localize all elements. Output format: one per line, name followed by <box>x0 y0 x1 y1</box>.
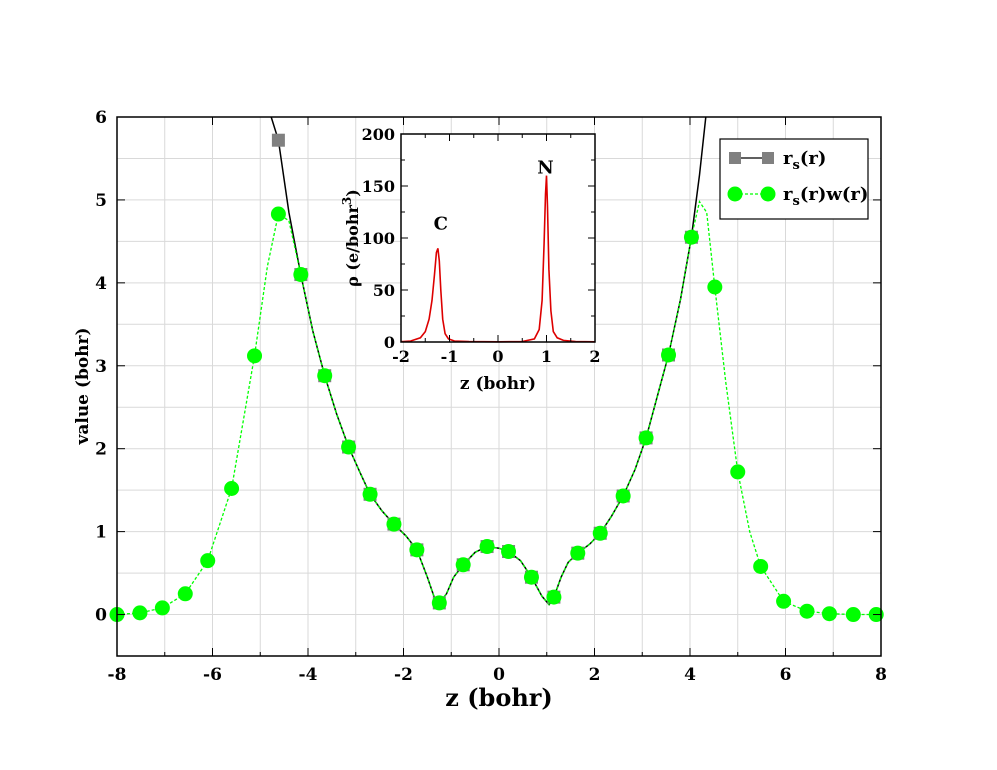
rsw-point <box>845 607 861 623</box>
y-tick-label: 4 <box>95 274 107 294</box>
rsw-point <box>431 595 447 611</box>
rsw-point <box>409 542 425 558</box>
rsw-point <box>615 488 631 504</box>
inset-y-axis-label: ρ (e/bohr3) <box>340 189 362 287</box>
rsw-point <box>570 545 586 561</box>
x-tick-label: 4 <box>684 665 696 685</box>
atom-label: N <box>537 158 553 179</box>
atom-label: C <box>434 214 448 235</box>
main-y-axis-label: value (bohr) <box>73 327 93 445</box>
main-markers <box>109 133 884 623</box>
rsw-point <box>592 525 608 541</box>
y-tick-label: 6 <box>95 108 107 128</box>
rsw-point <box>317 368 333 384</box>
inset-y-tick-label: 150 <box>362 177 395 196</box>
x-tick-label: -6 <box>203 665 222 685</box>
y-tick-label: 5 <box>95 191 107 211</box>
x-tick-label: 2 <box>589 665 601 685</box>
inset-tick-labels: -2 -1 0 1 2 0 50 100 150 200 <box>362 125 601 366</box>
rsw-point <box>224 480 240 496</box>
legend-box <box>719 138 869 220</box>
rsw-point <box>154 600 170 616</box>
inset-y-tick-label: 50 <box>373 281 395 300</box>
x-tick-label: 6 <box>780 665 792 685</box>
rsw-point <box>341 439 357 455</box>
inset-x-tick-label: -1 <box>441 347 459 366</box>
inset-x-tick-label: 1 <box>541 347 552 366</box>
rsw-point <box>753 558 769 574</box>
rsw-point <box>455 557 471 573</box>
rsw-point <box>386 516 402 532</box>
rsw-point <box>821 606 837 622</box>
y-tick-label: 1 <box>95 523 107 543</box>
inset-ticks <box>400 133 596 343</box>
rsw-point <box>730 464 746 480</box>
legend-entry-rsw: rs(r)w(r) <box>727 184 868 209</box>
rsw-point <box>270 206 286 222</box>
legend-rs-label: rs(r) <box>783 148 826 173</box>
x-tick-label: -2 <box>394 665 413 685</box>
rsw-point <box>293 267 309 283</box>
inset-y-tick-label: 0 <box>384 333 395 352</box>
y-tick-label: 2 <box>95 440 107 460</box>
x-tick-label: -4 <box>299 665 318 685</box>
rsw-point <box>247 348 263 364</box>
legend-rsw-marker-left <box>727 186 743 202</box>
x-tick-label: 0 <box>493 665 505 685</box>
main-x-axis-label: z (bohr) <box>445 683 553 712</box>
inset-y-tick-label: 200 <box>362 125 395 144</box>
rsw-point <box>362 486 378 502</box>
rsw-point <box>707 279 723 295</box>
x-tick-label: 8 <box>875 665 887 685</box>
main-ticks <box>116 116 882 656</box>
y-tick-label: 0 <box>95 606 107 626</box>
legend: rs(r) rs(r)w(r) <box>719 138 869 220</box>
rsw-point <box>501 544 517 560</box>
legend-rsw-label: rs(r)w(r) <box>783 184 868 209</box>
rsw-point <box>177 586 193 602</box>
rs-point <box>271 133 285 147</box>
rsw-point <box>683 229 699 245</box>
legend-rsw-marker-right <box>760 186 776 202</box>
rsw-point <box>200 553 216 569</box>
inset-x-tick-label: -2 <box>392 347 410 366</box>
rsw-point <box>132 605 148 621</box>
inset-x-axis-label: z (bohr) <box>460 374 536 394</box>
rsw-point <box>776 593 792 609</box>
inset-y-tick-label: 100 <box>362 229 395 248</box>
x-tick-label: -8 <box>108 665 127 685</box>
inset-annotations: CN <box>434 158 554 235</box>
inset-x-tick-label: 2 <box>589 347 600 366</box>
rsw-point <box>661 347 677 363</box>
legend-rs-marker-left <box>729 152 741 164</box>
rsw-point <box>799 603 815 619</box>
legend-rs-marker-right <box>762 152 774 164</box>
legend-entry-rs: rs(r) <box>729 148 826 173</box>
rsw-point <box>479 539 495 555</box>
rsw-point <box>546 589 562 605</box>
rsw-point <box>523 569 539 585</box>
inset-background <box>401 134 595 342</box>
y-tick-label: 3 <box>95 357 107 377</box>
rsw-point <box>638 430 654 446</box>
inset-x-tick-label: 0 <box>492 347 503 366</box>
